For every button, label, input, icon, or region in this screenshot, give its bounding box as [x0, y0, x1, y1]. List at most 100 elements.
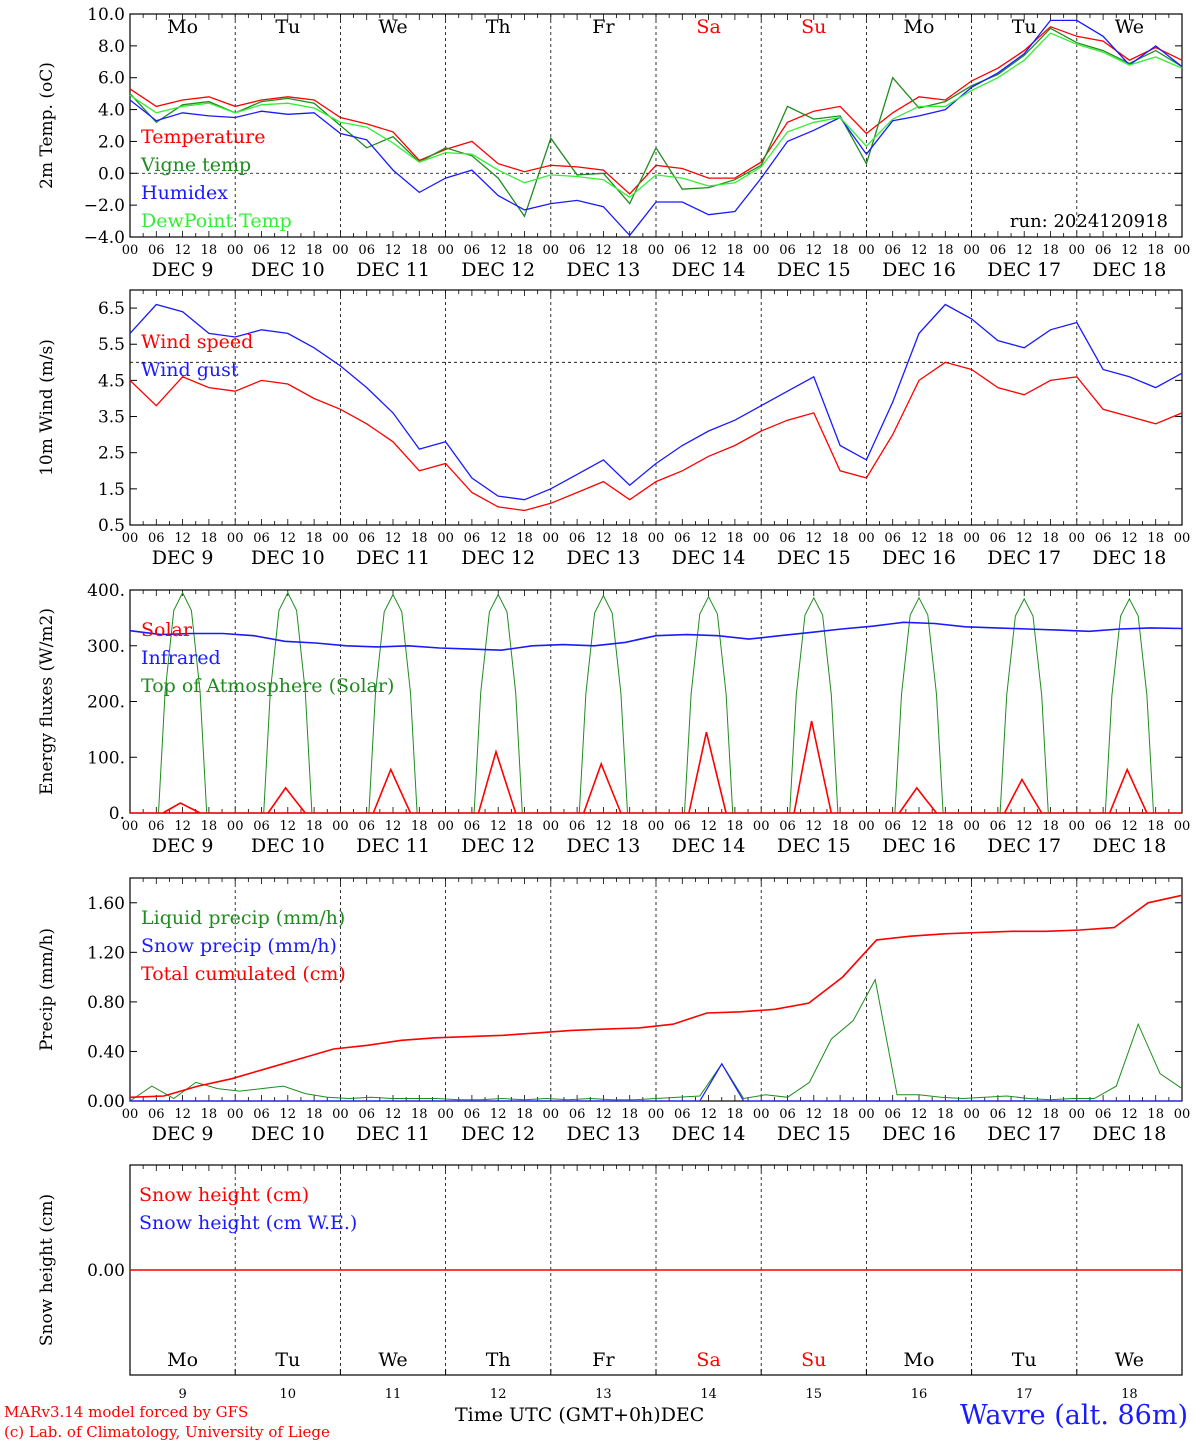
hour-tick-label: 06: [253, 1107, 270, 1122]
hour-tick-label: 12: [700, 1107, 717, 1122]
series-line: [477, 748, 517, 814]
hour-tick-label: 18: [201, 1107, 218, 1122]
hour-tick-label: 00: [122, 1107, 139, 1122]
date-label: DEC 11: [356, 547, 430, 569]
series-line: [263, 591, 313, 814]
y-tick-label: −4.0: [84, 228, 125, 248]
station-label: Wavre (alt. 86m): [960, 1400, 1188, 1431]
hour-tick-label: 18: [516, 1107, 533, 1122]
day-number-label: 18: [1121, 1387, 1138, 1400]
series-line: [368, 593, 418, 814]
weekday-label: Mo: [904, 16, 935, 38]
series-line: [129, 19, 1183, 237]
series-line: [789, 596, 839, 814]
series-line: [688, 732, 727, 814]
hour-tick-label: 12: [280, 531, 297, 546]
series-line: [129, 27, 1183, 218]
weekday-label: Su: [801, 16, 826, 38]
date-label: DEC 17: [987, 259, 1061, 281]
weekday-label: Sa: [696, 1349, 720, 1371]
hour-tick-label: 00: [543, 1107, 560, 1122]
hour-tick-label: 12: [1121, 819, 1138, 834]
legend-entry: Total cumulated (cm): [141, 963, 346, 985]
hour-tick-label: 06: [569, 531, 586, 546]
y-tick-label: 100.: [87, 748, 125, 768]
hour-tick-label: 18: [832, 819, 849, 834]
hour-tick-label: 18: [411, 819, 428, 834]
hour-tick-label: 18: [411, 1107, 428, 1122]
hour-tick-label: 18: [937, 531, 954, 546]
legend-entry: Liquid precip (mm/h): [141, 907, 345, 929]
hour-tick-label: 00: [648, 243, 665, 258]
hour-tick-label: 12: [385, 243, 402, 258]
legend-entry: Infrared: [141, 647, 221, 669]
hour-tick-label: 06: [990, 531, 1007, 546]
y-axis-title: Energy fluxes (W/m2): [37, 608, 57, 795]
hour-tick-label: 12: [1016, 243, 1033, 258]
hour-tick-label: 12: [280, 243, 297, 258]
hour-tick-label: 06: [358, 819, 375, 834]
hour-tick-label: 18: [411, 531, 428, 546]
series-line: [129, 25, 1183, 195]
legend-entry: Top of Atmosphere (Solar): [141, 675, 394, 697]
legend-entry: DewPoint Temp: [141, 210, 292, 232]
weekday-label: Mo: [167, 16, 198, 38]
weekday-label: Su: [801, 1349, 826, 1371]
legend-entry: Snow precip (mm/h): [141, 935, 337, 957]
hour-tick-label: 06: [464, 819, 481, 834]
hour-tick-label: 12: [385, 531, 402, 546]
hour-tick-label: 18: [937, 243, 954, 258]
hour-tick-label: 12: [806, 1107, 823, 1122]
weekday-label: Tu: [275, 16, 300, 38]
hour-tick-label: 18: [1042, 531, 1059, 546]
day-number-label: 11: [385, 1387, 402, 1400]
hour-tick-label: 12: [595, 819, 612, 834]
hour-tick-label: 06: [464, 531, 481, 546]
y-axis-title: Snow height (cm): [37, 1194, 57, 1346]
date-label: DEC 9: [152, 259, 214, 281]
legend-entry: Snow height (cm W.E.): [139, 1212, 357, 1234]
hour-tick-label: 12: [1121, 243, 1138, 258]
hour-tick-label: 12: [385, 819, 402, 834]
hour-tick-label: 12: [1121, 1107, 1138, 1122]
y-tick-label: 0.0: [98, 164, 125, 184]
hour-tick-label: 18: [1147, 243, 1164, 258]
hour-tick-label: 18: [937, 1107, 954, 1122]
hour-tick-label: 18: [306, 1107, 323, 1122]
hour-tick-label: 18: [727, 819, 744, 834]
hour-tick-label: 12: [385, 1107, 402, 1122]
hour-tick-label: 00: [753, 243, 770, 258]
weekday-label: Fr: [592, 1349, 615, 1371]
legend-entry: Humidex: [141, 182, 228, 204]
hour-tick-label: 06: [1095, 531, 1112, 546]
date-label: DEC 15: [777, 835, 851, 857]
date-label: DEC 11: [356, 1123, 430, 1145]
hour-tick-label: 18: [1042, 243, 1059, 258]
date-label: DEC 9: [152, 835, 214, 857]
date-label: DEC 11: [356, 835, 430, 857]
date-label: DEC 12: [461, 259, 535, 281]
credit-line-1: MARv3.14 model forced by GFS: [4, 1403, 249, 1421]
y-tick-label: 0.5: [98, 516, 125, 536]
legend-entry: Wind speed: [141, 331, 253, 353]
hour-tick-label: 12: [174, 531, 191, 546]
series-line: [129, 621, 1183, 652]
time-axis-label: Time UTC (GMT+0h)DEC: [455, 1404, 704, 1426]
hour-tick-label: 12: [280, 819, 297, 834]
hour-tick-label: 18: [411, 243, 428, 258]
hour-tick-label: 00: [858, 1107, 875, 1122]
hour-tick-label: 12: [1016, 1107, 1033, 1122]
hour-tick-label: 18: [1147, 531, 1164, 546]
date-label: DEC 17: [987, 835, 1061, 857]
hour-tick-label: 12: [911, 1107, 928, 1122]
date-label: DEC 13: [566, 1123, 640, 1145]
weekday-label: Mo: [167, 1349, 198, 1371]
hour-tick-label: 12: [806, 819, 823, 834]
date-label: DEC 18: [1092, 259, 1166, 281]
hour-tick-label: 18: [621, 243, 638, 258]
hour-tick-label: 06: [674, 819, 691, 834]
weekday-label: Tu: [1012, 1349, 1037, 1371]
legend-entry: Temperature: [141, 126, 265, 148]
hour-tick-label: 06: [779, 1107, 796, 1122]
hour-tick-label: 00: [753, 531, 770, 546]
